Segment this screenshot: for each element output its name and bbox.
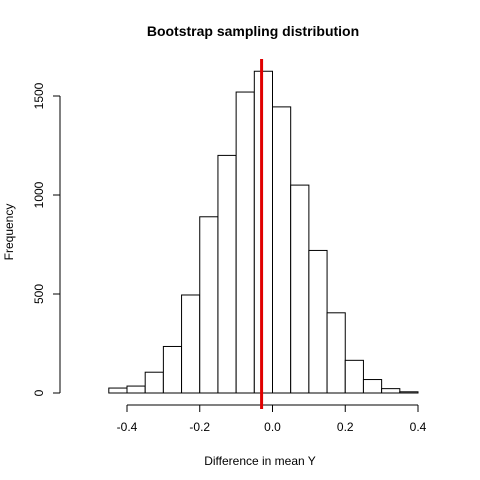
x-axis: -0.4 -0.2 0.0 0.2 0.4	[117, 404, 427, 434]
x-tick-label: -0.4	[117, 420, 138, 434]
histogram-bar	[144, 371, 164, 394]
x-tick-label: 0.0	[264, 420, 281, 434]
y-axis: 0 500 1000 1500	[32, 82, 61, 396]
y-tick-label: 500	[32, 284, 46, 304]
y-tick-label: 1000	[32, 181, 46, 208]
histogram-bar	[381, 388, 401, 394]
histogram-bar	[399, 391, 419, 394]
histogram-bar	[108, 387, 128, 394]
x-tick-label: -0.2	[189, 420, 210, 434]
histogram-bar	[362, 379, 383, 394]
histogram-bar	[326, 312, 346, 394]
chart-title: Bootstrap sampling distribution	[147, 23, 359, 39]
histogram-bar	[290, 184, 310, 394]
histogram-bar	[126, 385, 146, 394]
histogram-bar	[308, 249, 328, 394]
x-tick-label: 0.2	[337, 420, 354, 434]
histogram-bars	[108, 70, 419, 394]
histogram-bar	[235, 91, 255, 394]
histogram-bar	[199, 216, 219, 394]
histogram-bar	[181, 294, 201, 394]
y-tick-label: 1500	[32, 82, 46, 109]
y-tick-label: 0	[32, 389, 46, 396]
y-axis-label: Frequency	[2, 204, 16, 261]
histogram-bar	[217, 154, 237, 394]
histogram-bar	[272, 106, 292, 394]
x-tick-label: 0.4	[410, 420, 427, 434]
histogram-bar	[344, 359, 364, 394]
histogram-bar	[162, 345, 183, 394]
histogram-bar	[253, 70, 273, 394]
x-axis-label: Difference in mean Y	[204, 454, 316, 468]
